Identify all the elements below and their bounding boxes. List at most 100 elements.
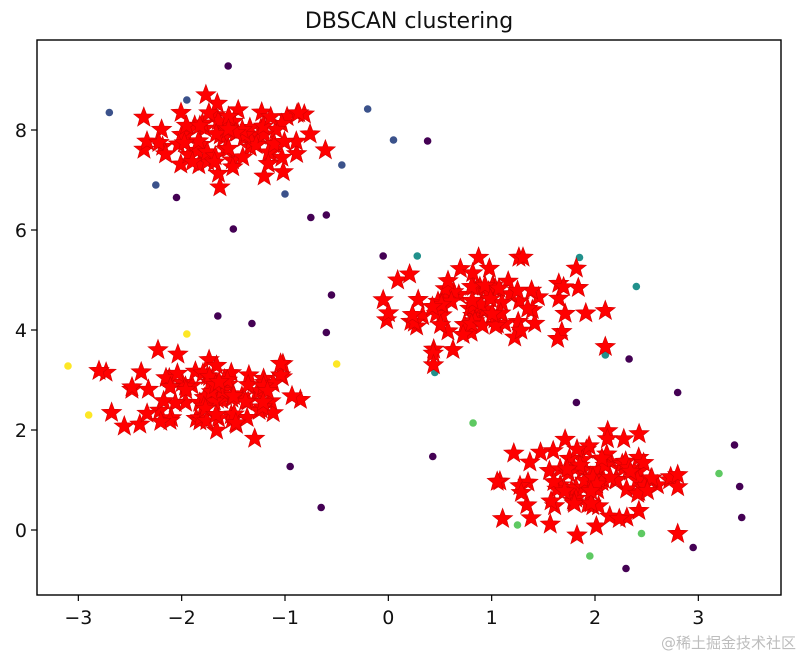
- core-point: [512, 246, 534, 267]
- core-point: [205, 403, 227, 424]
- noise-point: [622, 564, 630, 573]
- core-point: [523, 312, 546, 333]
- core-point: [189, 114, 211, 135]
- core-point: [608, 507, 631, 528]
- core-point: [666, 475, 689, 497]
- core-point: [478, 257, 501, 278]
- core-point: [198, 101, 220, 123]
- core-point: [137, 378, 160, 399]
- noise-point: [214, 312, 222, 320]
- core-point: [314, 138, 337, 160]
- core-point: [566, 438, 588, 459]
- core-point: [594, 299, 617, 320]
- border-point: [586, 552, 594, 560]
- core-point: [510, 319, 532, 340]
- border-point: [632, 282, 641, 291]
- noise-point: [625, 355, 633, 363]
- noise-point: [229, 225, 238, 233]
- core-point: [136, 402, 158, 423]
- core-point: [461, 261, 484, 283]
- core-point: [259, 105, 282, 127]
- core-point: [422, 353, 445, 375]
- core-point: [666, 463, 689, 484]
- core-point: [208, 370, 230, 392]
- border-point: [152, 181, 160, 189]
- core-point: [442, 338, 464, 359]
- core-point: [166, 362, 189, 383]
- core-point: [507, 310, 530, 331]
- border-point: [513, 521, 522, 529]
- core-point: [181, 150, 204, 171]
- border-point: [338, 161, 346, 169]
- border-point: [183, 96, 191, 104]
- core-point: [628, 499, 650, 520]
- noise-point: [423, 137, 432, 145]
- core-point: [221, 155, 244, 177]
- core-point: [195, 83, 217, 105]
- noise-point: [317, 503, 325, 512]
- core-point: [174, 378, 197, 400]
- core-point: [401, 303, 424, 325]
- core-point: [407, 288, 429, 309]
- x-tick-label: −2: [168, 607, 196, 629]
- border-point: [413, 252, 422, 260]
- core-point: [519, 451, 541, 472]
- border-point: [389, 136, 398, 144]
- core-point: [510, 481, 533, 502]
- border-point: [637, 529, 646, 538]
- core-point: [460, 312, 483, 333]
- core-point: [449, 257, 472, 278]
- core-point: [429, 313, 452, 334]
- core-point: [148, 131, 170, 152]
- watermark: @稀土掘金技术社区: [661, 634, 796, 652]
- core-point: [666, 522, 689, 543]
- core-point: [194, 397, 217, 418]
- core-point: [546, 327, 569, 348]
- core-point: [421, 295, 444, 316]
- core-point: [440, 290, 463, 311]
- core-point: [556, 457, 579, 479]
- core-point: [403, 311, 426, 332]
- core-point: [471, 313, 494, 335]
- core-point: [540, 489, 562, 511]
- y-axis: 0 2 4 6 8: [15, 120, 37, 542]
- core-point: [452, 323, 474, 344]
- core-point: [203, 150, 226, 172]
- border-point: [84, 411, 93, 419]
- core-point: [217, 117, 240, 139]
- core-point: [173, 131, 196, 153]
- core-point: [467, 246, 490, 267]
- x-tick-label: −1: [271, 607, 299, 629]
- y-tick-label: 4: [15, 320, 27, 342]
- border-point: [332, 360, 341, 368]
- core-point: [554, 428, 576, 449]
- core-point: [484, 314, 507, 335]
- core-point: [209, 175, 231, 197]
- core-point: [159, 375, 182, 397]
- core-point: [167, 343, 189, 364]
- core-point: [271, 146, 293, 167]
- core-point: [543, 470, 565, 492]
- border-point: [183, 330, 191, 338]
- core-point: [474, 274, 496, 295]
- core-point: [594, 335, 617, 356]
- core-point: [479, 287, 502, 309]
- core-point: [580, 492, 602, 513]
- noise-point: [735, 482, 744, 491]
- noise-point: [428, 452, 437, 461]
- core-point: [599, 466, 622, 487]
- core-point: [578, 434, 600, 456]
- core-point: [553, 479, 576, 501]
- core-point: [224, 411, 247, 433]
- core-point: [187, 129, 210, 151]
- noise-point: [327, 291, 336, 299]
- noise-point: [379, 252, 387, 260]
- core-point: [515, 493, 538, 515]
- core-point: [252, 390, 275, 412]
- core-point: [567, 276, 590, 297]
- core-point: [150, 118, 173, 139]
- core-point: [372, 288, 395, 310]
- border-point: [64, 362, 72, 370]
- chart-title: DBSCAN clustering: [305, 9, 513, 34]
- core-point: [565, 257, 588, 278]
